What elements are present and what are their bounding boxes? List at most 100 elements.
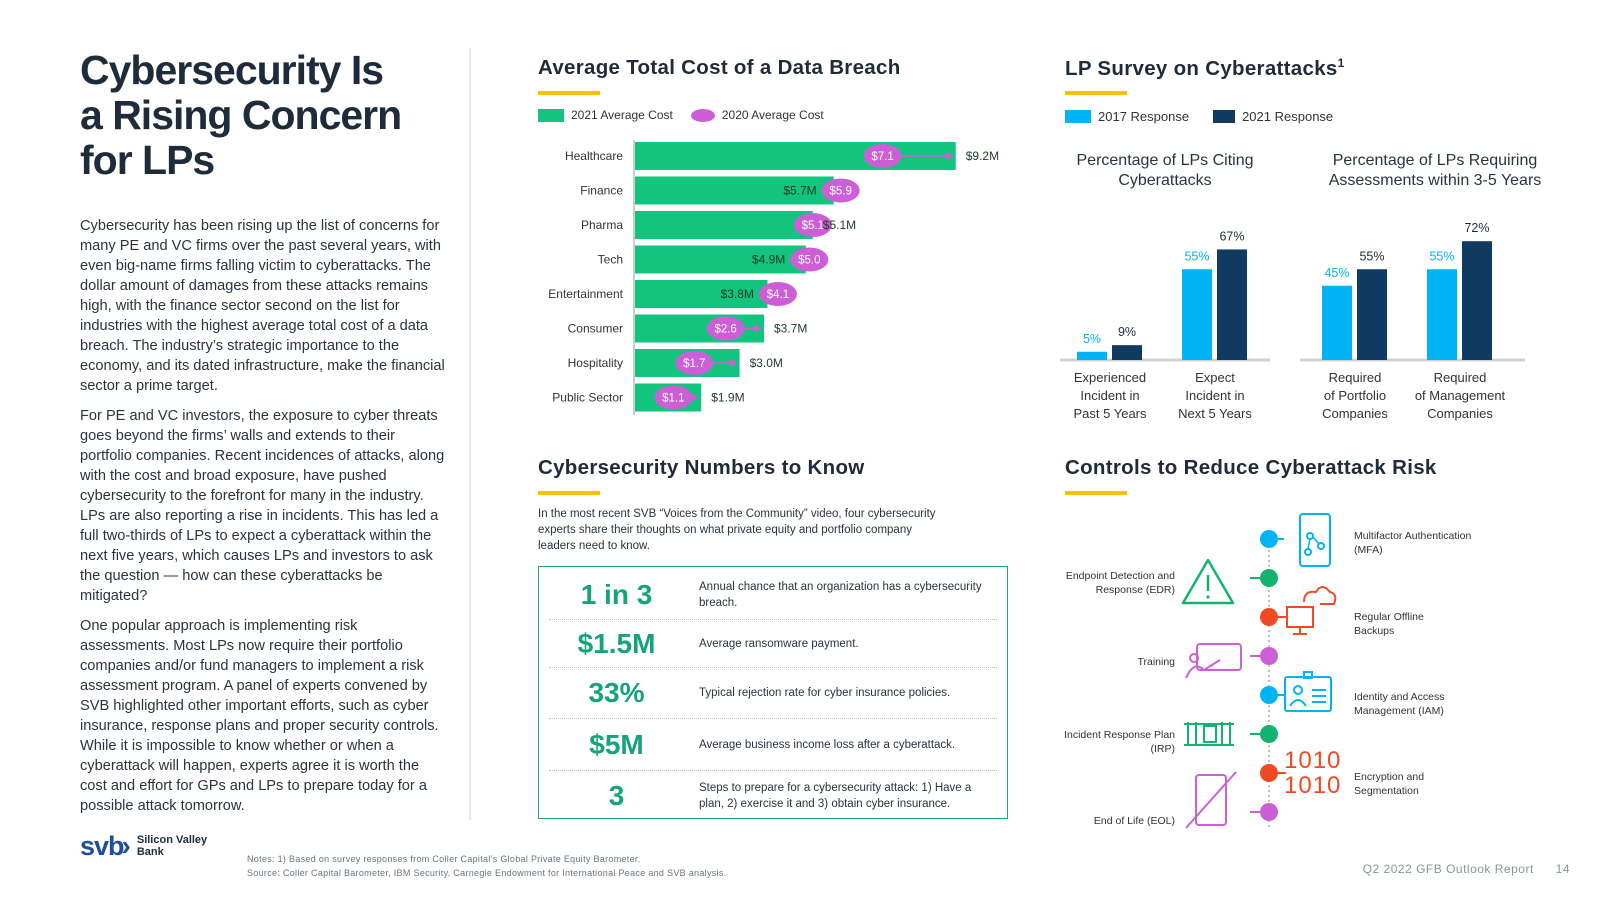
- column-divider: [469, 48, 471, 820]
- survey-title-footnote: 1: [1337, 56, 1345, 70]
- number-desc-4: Average business income loss after a cyb…: [699, 739, 956, 751]
- controls-title-underline: [1065, 491, 1127, 495]
- footer-note: Notes: 1) Based on survey responses from…: [247, 854, 641, 864]
- category-label: Experienced: [1074, 370, 1146, 385]
- category-label: Incident in: [1080, 388, 1139, 403]
- bar-value-label: 55%: [1429, 249, 1454, 263]
- label-2021: $3.8M: [721, 287, 754, 301]
- footer-source: Source: Coller Capital Barometer, IBM Se…: [247, 868, 727, 878]
- bar-value-label: 67%: [1219, 229, 1244, 243]
- bar-2021: [635, 211, 813, 239]
- bar-2021: [635, 245, 806, 274]
- response-plan-icon: [1184, 722, 1234, 746]
- category-label: Incident in: [1185, 388, 1244, 403]
- numbers-box: 1 in 3 Annual chance that an organizatio…: [538, 566, 1008, 819]
- cloud-backup-icon: [1286, 586, 1337, 635]
- category-label: Consumer: [568, 322, 623, 336]
- category-label: Finance: [580, 184, 623, 198]
- arrow-head: [691, 393, 700, 402]
- category-label: Required: [1434, 370, 1487, 385]
- row-divider: [549, 718, 997, 719]
- row-divider: [549, 619, 997, 620]
- page-number: 14: [1555, 862, 1570, 876]
- category-label: Past 5 Years: [1074, 406, 1147, 421]
- title-line-2: a Rising Concern: [80, 92, 402, 138]
- number-row-3: 33% Typical rejection rate for cyber ins…: [539, 671, 1007, 715]
- bar-2021: [1462, 241, 1492, 360]
- arrow-head: [729, 359, 738, 367]
- bar-value-label: 55%: [1359, 249, 1384, 263]
- binary-line-1: 1010: [1284, 747, 1341, 774]
- category-label: of Management: [1415, 388, 1506, 403]
- footer-report: Q2 2022 GFB Outlook Report 14: [1363, 862, 1570, 876]
- label-2020: $7.1: [871, 151, 893, 163]
- arrow-head: [945, 152, 954, 160]
- survey-title-text: LP Survey on Cyberattacks: [1065, 56, 1338, 80]
- bar-2017: [1322, 285, 1352, 360]
- row-divider: [549, 667, 997, 668]
- paragraph-1: Cybersecurity has been rising up the lis…: [80, 218, 445, 394]
- binary-line-2: 1010: [1284, 772, 1341, 799]
- survey-title: LP Survey on Cyberattacks1: [1065, 56, 1345, 81]
- logo-name-line-2: Bank: [136, 846, 164, 858]
- numbers-title: Cybersecurity Numbers to Know: [538, 456, 865, 479]
- category-label: Expect: [1195, 370, 1235, 385]
- number-value-4: $5M: [589, 729, 644, 760]
- label-2021: $5.7M: [783, 184, 816, 198]
- logo-bank-name: Silicon Valley Bank: [137, 834, 207, 858]
- number-desc-1: Annual chance that an organization has a…: [699, 581, 982, 609]
- page-title: Cybersecurity Is a Rising Concern for LP…: [80, 48, 445, 183]
- numbers-title-underline: [538, 491, 600, 495]
- row-divider: [549, 770, 997, 771]
- control-label-iam: Identity and Access Management (IAM): [1354, 691, 1445, 717]
- bar-value-label: 45%: [1324, 266, 1349, 280]
- label-2020: $4.1: [767, 289, 789, 301]
- marker-2020: [706, 316, 745, 341]
- report-name: Q2 2022 GFB Outlook Report: [1362, 862, 1534, 876]
- control-label-encryption: Encryption and Segmentation: [1354, 771, 1425, 797]
- control-label-irp: Incident Response Plan (IRP): [1064, 729, 1175, 755]
- label-2021: $3.0M: [750, 356, 783, 370]
- survey-legend: 2017 Response 2021 Response: [1065, 109, 1333, 124]
- category-label: Companies: [1427, 406, 1493, 421]
- bar-2021: [635, 176, 834, 205]
- breach-legend: 2021 Average Cost 2020 Average Cost: [538, 108, 824, 122]
- category-label: Entertainment: [548, 287, 623, 301]
- marker-2020: [654, 385, 693, 410]
- label-2020: $5.9: [829, 186, 851, 198]
- label-2021: $3.7M: [774, 322, 807, 336]
- arrow-head: [753, 324, 762, 333]
- legend-2020-swatch: [690, 108, 715, 122]
- label-2020: $5.1: [802, 220, 824, 232]
- controls-diagram: 1010 1010: [1181, 513, 1341, 830]
- title-line-1: Cybersecurity Is: [80, 47, 384, 93]
- number-row-2: $1.5M Average ransomware payment.: [539, 623, 1007, 665]
- id-card-icon: [1284, 671, 1332, 712]
- logo-chevron-icon: ›: [121, 830, 131, 861]
- numbers-intro: In the most recent SVB “Voices from the …: [538, 508, 936, 552]
- survey-bar-charts: 5% 9% Experienced Incident in Past 5 Years 55…: [1060, 221, 1525, 421]
- label-2020: $2.6: [714, 324, 736, 336]
- number-value-5: 3: [608, 780, 625, 811]
- category-label: Tech: [598, 253, 623, 267]
- bar-2017: [1077, 351, 1107, 360]
- number-desc-2: Average ransomware payment.: [699, 638, 859, 650]
- controls-title: Controls to Reduce Cyberattack Risk: [1065, 456, 1437, 479]
- survey-chart2-title: Percentage of LPs Requiring Assessments …: [1328, 152, 1542, 189]
- body-text: Cybersecurity has been rising up the lis…: [80, 216, 445, 826]
- legend-2021r-swatch: [1213, 110, 1236, 123]
- marker-2020: [821, 178, 860, 203]
- number-row-4: $5M Average business income loss after a…: [539, 723, 1007, 767]
- category-label: Pharma: [581, 218, 623, 232]
- control-label-mfa: Multifactor Authentication (MFA): [1354, 530, 1472, 556]
- svb-logo: svb › Silicon Valley Bank: [80, 830, 207, 862]
- whiteboard-icon: [1185, 643, 1242, 679]
- label-2021: $4.9M: [752, 253, 785, 267]
- label-2020: $1.7: [683, 358, 705, 370]
- bar-2021: [1357, 269, 1387, 360]
- legend-2017-swatch: [1065, 110, 1091, 123]
- marker-2020: [675, 351, 714, 375]
- deprecated-device-icon: [1185, 771, 1237, 829]
- control-label-training: Training: [1137, 656, 1175, 668]
- bar-value-label: 72%: [1464, 221, 1489, 235]
